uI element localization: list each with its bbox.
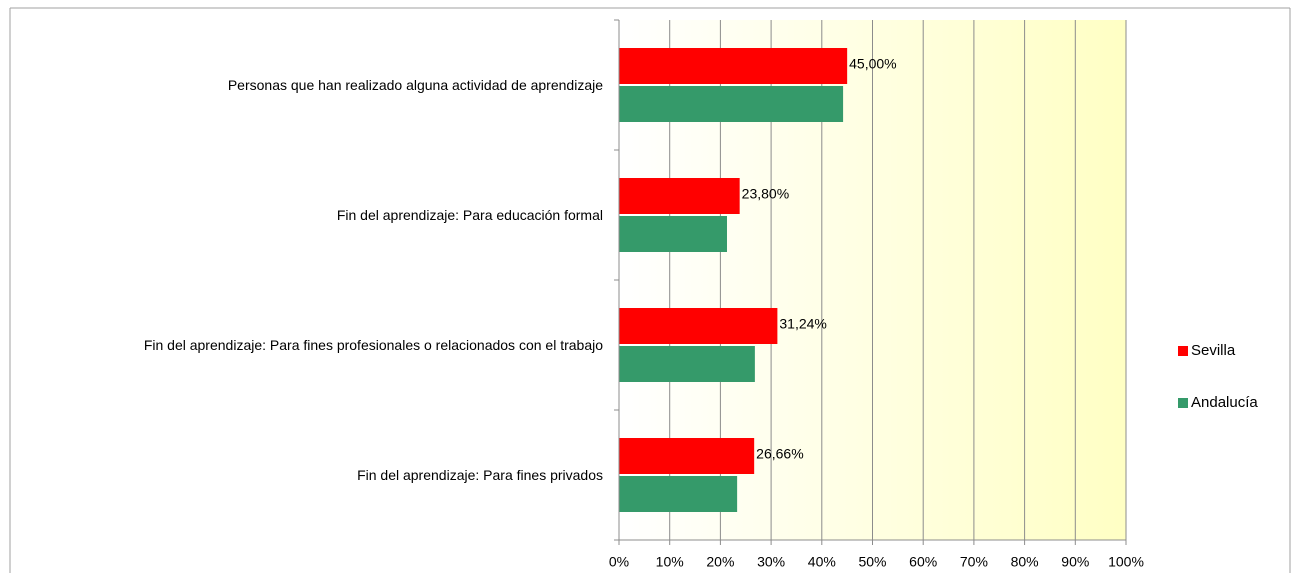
x-tick-label: 20%	[706, 554, 734, 570]
data-label: 23,80%	[742, 186, 789, 202]
x-tick-label: 60%	[909, 554, 937, 570]
data-label: 31,24%	[779, 316, 826, 332]
y-tick-label-box: Fin del aprendizaje: Para educación form…	[123, 195, 603, 235]
y-tick-label-box: Fin del aprendizaje: Para fines profesio…	[123, 325, 603, 365]
y-tick-label: Personas que han realizado alguna activi…	[227, 76, 603, 93]
legend-label: Andalucía	[1191, 394, 1258, 411]
x-tick-label: 80%	[1011, 554, 1039, 570]
bar	[619, 48, 848, 84]
x-tick-label: 30%	[757, 554, 785, 570]
y-tick-label: Fin del aprendizaje: Para fines profesio…	[143, 336, 603, 353]
x-tick-label: 70%	[960, 554, 988, 570]
x-tick-label: 100%	[1108, 554, 1144, 570]
x-tick-label: 40%	[808, 554, 836, 570]
bar	[619, 308, 778, 344]
x-tick-label: 10%	[656, 554, 684, 570]
legend-swatch	[1178, 398, 1188, 408]
data-label: 45,00%	[849, 56, 896, 72]
y-tick-label-box: Personas que han realizado alguna activi…	[123, 65, 603, 105]
bar	[619, 216, 727, 252]
y-tick-label: Fin del aprendizaje: Para educación form…	[336, 206, 603, 223]
x-tick-label: 90%	[1061, 554, 1089, 570]
x-tick-label: 0%	[609, 554, 629, 570]
bar	[619, 346, 755, 382]
legend-swatch	[1178, 346, 1188, 356]
bar	[619, 86, 844, 122]
legend-label: Sevilla	[1191, 342, 1236, 359]
bar	[619, 476, 738, 512]
bar	[619, 438, 755, 474]
y-tick-label-box: Fin del aprendizaje: Para fines privados	[123, 455, 603, 495]
y-tick-label: Fin del aprendizaje: Para fines privados	[357, 466, 603, 483]
data-label: 26,66%	[756, 446, 803, 462]
bar	[619, 178, 740, 214]
x-tick-label: 50%	[858, 554, 886, 570]
